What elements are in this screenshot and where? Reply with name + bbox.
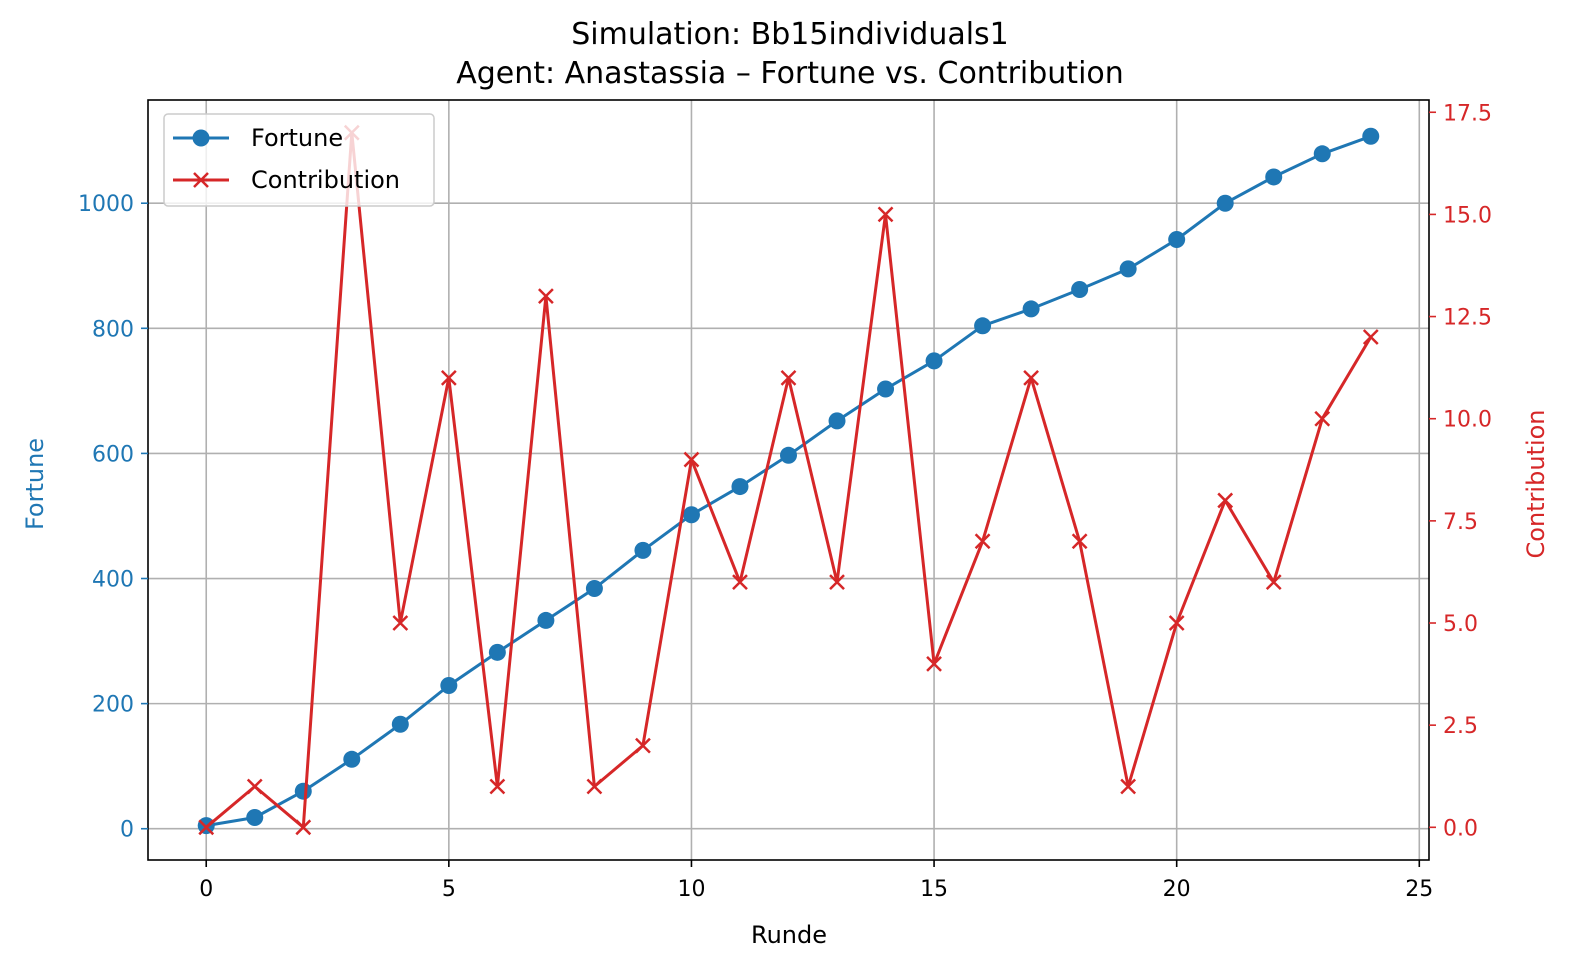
y-axis-label-right: Contribution	[1522, 409, 1550, 558]
fortune-point	[1362, 127, 1380, 145]
contribution-point	[974, 533, 991, 550]
contribution-line	[205, 131, 1373, 829]
legend-fortune-label: Fortune	[251, 124, 343, 152]
y-left-tick-label: 800	[92, 317, 134, 342]
fortune-point	[634, 541, 652, 559]
series-layer	[197, 124, 1380, 836]
x-axis-label: Runde	[751, 921, 827, 949]
contribution-point	[635, 737, 651, 754]
fortune-point	[343, 750, 361, 768]
fortune-point	[294, 782, 312, 800]
contribution-point	[1071, 533, 1088, 550]
legend-contribution-marker	[193, 172, 209, 188]
contribution-point	[1168, 615, 1185, 631]
y-left-tick-label: 200	[92, 693, 134, 718]
axes-layer: 0 5 10 15 20 25 0 200 400 600 800 1000 0.0 2.5 5.0 7.5 1…	[78, 99, 1492, 902]
fortune-point	[974, 317, 992, 335]
contribution-point	[538, 288, 554, 305]
fortune-point	[537, 611, 555, 629]
contribution-point	[926, 655, 942, 672]
fortune-line	[205, 134, 1372, 828]
fortune-point	[780, 446, 797, 464]
contribution-point	[586, 778, 603, 795]
legend-contribution-label: Contribution	[251, 166, 400, 194]
legend-entry-contribution: Contribution	[173, 166, 400, 194]
contribution-point	[1023, 369, 1039, 386]
plot-frame	[147, 99, 1430, 861]
contribution-point	[1265, 574, 1282, 591]
contribution-point	[198, 819, 215, 836]
y-right-tick-label: 10.0	[1443, 408, 1492, 433]
fortune-point	[925, 352, 943, 370]
fortune-point	[877, 380, 895, 398]
y-left-tick-label: 400	[92, 568, 134, 593]
contribution-point	[732, 574, 748, 591]
fortune-point	[731, 478, 749, 496]
contribution-point	[295, 819, 312, 836]
x-tick-label: 20	[1163, 877, 1191, 902]
y-right-tick-label: 12.5	[1443, 306, 1492, 331]
y-right-tick-label: 17.5	[1443, 101, 1492, 126]
fortune-point	[1216, 194, 1234, 212]
chart-subtitle: Agent: Anastassia – Fortune vs. Contribu…	[456, 56, 1124, 91]
contribution-point	[683, 451, 700, 468]
fortune-point	[1313, 145, 1331, 163]
contribution-point	[829, 574, 845, 591]
y-axis-label-left: Fortune	[21, 438, 49, 530]
x-tick-label: 5	[442, 877, 456, 902]
contribution-point	[489, 778, 506, 795]
y-right-tick-label: 2.5	[1443, 714, 1478, 739]
fortune-point	[682, 506, 700, 524]
contribution-point	[246, 778, 263, 795]
fortune-point	[1265, 168, 1283, 186]
x-tick-label: 25	[1405, 877, 1433, 902]
contribution-point	[877, 206, 894, 223]
x-tick-label: 0	[199, 877, 213, 902]
x-tick-label: 15	[920, 877, 948, 902]
y-left-tick-label: 0	[120, 818, 134, 843]
y-left-tick-label: 1000	[78, 192, 134, 217]
legend-box	[163, 113, 435, 207]
contribution-point	[1120, 778, 1137, 795]
legend-fortune-marker	[192, 129, 210, 147]
y-left-tick-label: 600	[92, 442, 134, 467]
fortune-point	[1022, 300, 1040, 318]
fortune-point	[1071, 281, 1089, 299]
y-right-tick-label: 5.0	[1443, 612, 1478, 637]
fortune-point	[1119, 260, 1137, 278]
legend: Fortune Contribution	[163, 113, 435, 207]
grid-layer	[148, 100, 1429, 860]
fortune-point	[488, 643, 506, 661]
fortune-point	[246, 808, 264, 826]
y-right-tick-label: 15.0	[1443, 203, 1492, 228]
y-right-tick-label: 7.5	[1443, 510, 1478, 535]
fortune-point	[391, 715, 409, 733]
contribution-point	[1314, 410, 1331, 427]
fortune-point	[440, 676, 458, 694]
y-right-tick-label: 0.0	[1443, 816, 1478, 841]
chart-title: Simulation: Bb15individuals1	[571, 17, 1009, 52]
fortune-point	[1168, 230, 1186, 248]
contribution-point	[1362, 329, 1379, 345]
contribution-point	[440, 369, 457, 386]
contribution-point	[392, 615, 409, 631]
fortune-point	[828, 412, 846, 430]
legend-entry-fortune: Fortune	[173, 124, 343, 152]
fortune-point	[585, 580, 603, 598]
x-tick-label: 10	[677, 877, 705, 902]
contribution-point	[780, 369, 797, 386]
contribution-point	[1217, 492, 1234, 509]
